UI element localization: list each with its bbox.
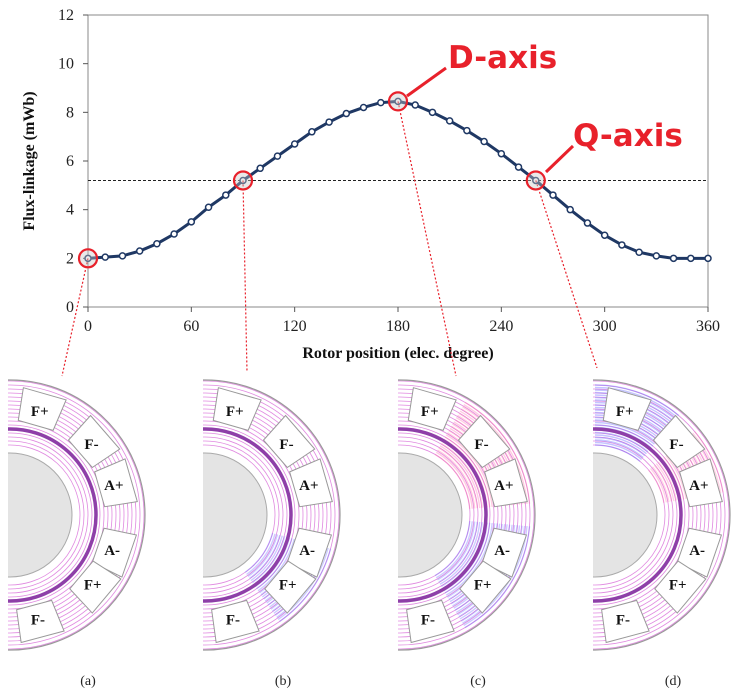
y-tick-label: 10 xyxy=(58,56,74,73)
slot-label: F+ xyxy=(669,577,687,593)
data-point xyxy=(137,248,143,254)
data-point xyxy=(309,129,315,135)
slot-label: F+ xyxy=(226,404,244,420)
data-point xyxy=(567,207,573,213)
slot-label: F+ xyxy=(421,404,439,420)
annotation: D-axis xyxy=(448,40,557,76)
data-point xyxy=(102,254,108,260)
slot-label: F+ xyxy=(84,577,102,593)
leader-line xyxy=(536,180,597,368)
data-point xyxy=(257,165,263,171)
data-point xyxy=(188,219,194,225)
highlight-circle xyxy=(234,171,252,189)
data-point xyxy=(223,192,229,198)
data-point xyxy=(447,118,453,124)
panel-caption: (a) xyxy=(80,674,96,689)
slot-label: F- xyxy=(31,612,45,628)
y-tick-label: 0 xyxy=(66,299,74,316)
flux-plot xyxy=(79,380,340,650)
slot-label: F+ xyxy=(474,577,492,593)
slot-label: F- xyxy=(226,612,240,628)
slot-label: A+ xyxy=(104,478,123,494)
slot-label: A- xyxy=(104,543,120,559)
data-point xyxy=(619,242,625,248)
highlight-circle xyxy=(79,249,97,267)
rotor-core xyxy=(0,453,72,577)
data-point xyxy=(326,119,332,125)
x-tick-label: 360 xyxy=(696,318,720,335)
slot-label: F+ xyxy=(616,404,634,420)
y-tick-label: 4 xyxy=(66,202,74,219)
slot-label: F+ xyxy=(31,404,49,420)
data-point xyxy=(653,253,659,259)
y-tick-label: 8 xyxy=(66,104,74,121)
flux-plot xyxy=(533,380,730,650)
rotor-core xyxy=(143,453,267,577)
data-point xyxy=(274,153,280,159)
rotor-core xyxy=(533,453,657,577)
plot-frame xyxy=(88,15,708,307)
y-tick-label: 6 xyxy=(66,153,74,170)
slot-label: A- xyxy=(494,543,510,559)
y-tick-label: 12 xyxy=(58,7,74,24)
data-point xyxy=(343,111,349,117)
flux-density xyxy=(133,454,162,496)
data-point xyxy=(584,220,590,226)
data-point xyxy=(412,102,418,108)
slot-label: A+ xyxy=(689,478,708,494)
data-point xyxy=(671,255,677,261)
flux-density xyxy=(130,452,160,495)
slot-label: A- xyxy=(299,543,315,559)
data-point xyxy=(292,141,298,147)
data-point xyxy=(361,104,367,110)
y-tick-label: 2 xyxy=(66,250,74,267)
slot-label: F- xyxy=(474,437,488,453)
panel-caption: (b) xyxy=(275,674,292,689)
data-point xyxy=(206,204,212,210)
data-point xyxy=(602,232,608,238)
annotation-pointer xyxy=(546,146,573,172)
x-tick-label: 120 xyxy=(283,318,307,335)
slot-label: F- xyxy=(84,437,98,453)
y-axis-label: Flux-linkage (mWb) xyxy=(21,91,38,230)
flux-plot xyxy=(0,380,145,650)
data-point xyxy=(154,241,160,247)
data-point xyxy=(516,164,522,170)
data-point xyxy=(498,151,504,157)
slot-label: F- xyxy=(616,612,630,628)
figure: Rotor position (elec. degree) Flux-linka… xyxy=(0,0,740,693)
x-tick-label: 0 xyxy=(84,318,92,335)
panel-caption: (d) xyxy=(665,674,682,689)
x-tick-label: 300 xyxy=(593,318,617,335)
data-point xyxy=(481,139,487,145)
leader-line xyxy=(243,180,247,372)
rotor-core xyxy=(338,453,462,577)
x-axis-label: Rotor position (elec. degree) xyxy=(302,345,493,362)
slot-label: F+ xyxy=(279,577,297,593)
flux-plot xyxy=(338,380,535,650)
slot-label: F- xyxy=(279,437,293,453)
annotation: Q-axis xyxy=(573,118,683,154)
x-tick-label: 60 xyxy=(183,318,199,335)
slot-label: F- xyxy=(669,437,683,453)
data-point xyxy=(429,109,435,115)
slot-label: A+ xyxy=(299,478,318,494)
data-point xyxy=(171,231,177,237)
data-point xyxy=(464,128,470,134)
data-point xyxy=(636,249,642,255)
data-point xyxy=(119,253,125,259)
slot-label: A- xyxy=(689,543,705,559)
highlight-circle xyxy=(527,171,545,189)
slot-label: F- xyxy=(421,612,435,628)
data-point xyxy=(705,255,711,261)
data-point xyxy=(550,192,556,198)
x-tick-label: 240 xyxy=(489,318,513,335)
panel-caption: (c) xyxy=(470,674,486,689)
x-tick-label: 180 xyxy=(386,318,410,335)
data-point xyxy=(688,255,694,261)
data-point xyxy=(378,100,384,106)
highlight-circle xyxy=(389,92,407,110)
annotation-pointer xyxy=(407,68,446,96)
slot-label: A+ xyxy=(494,478,513,494)
